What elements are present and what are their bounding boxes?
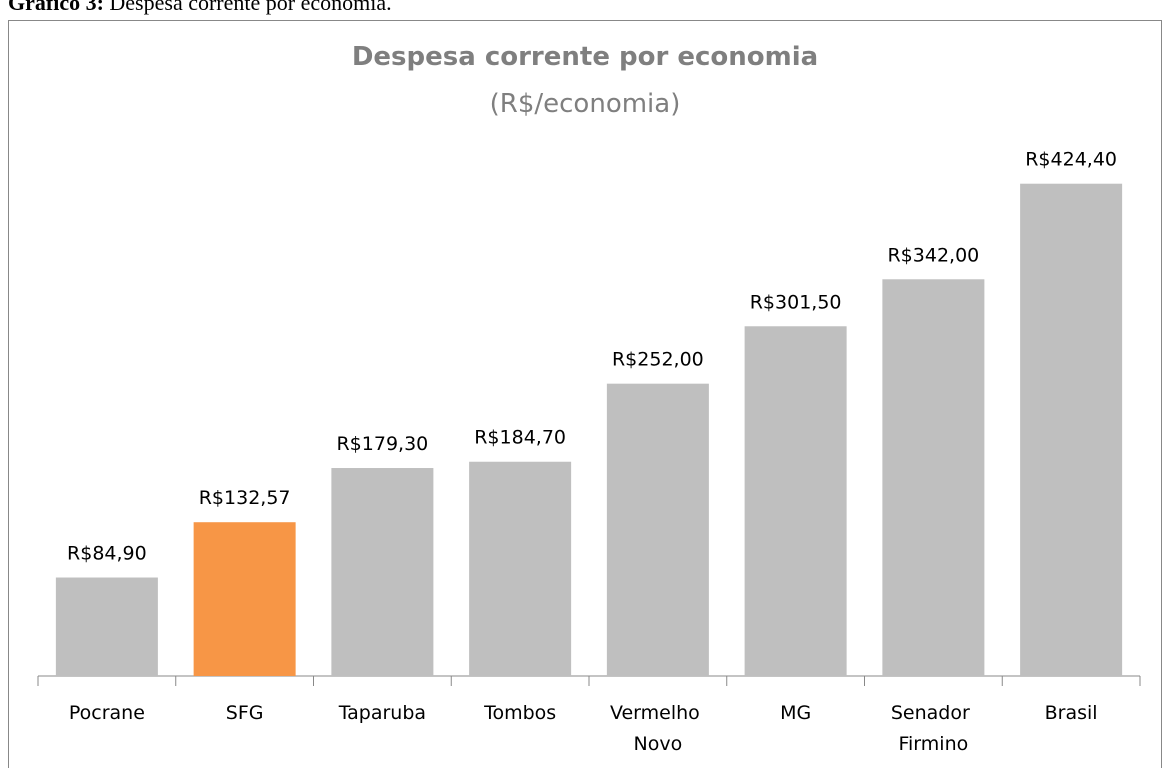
caption-label: Gráfico 3:	[8, 0, 104, 15]
value-label: R$252,00	[612, 349, 704, 371]
bar	[55, 577, 158, 676]
x-tick-label: Vermelho Novo	[610, 702, 706, 755]
x-tick-label: Brasil	[1045, 702, 1098, 724]
value-label: R$132,57	[199, 487, 291, 509]
x-tick-label: SFG	[226, 702, 264, 724]
value-label: R$342,00	[887, 244, 979, 266]
caption-text: Despesa corrente por economia.	[109, 0, 391, 15]
x-tick-label: Taparuba	[338, 702, 426, 724]
bar	[606, 383, 709, 676]
bar	[469, 461, 572, 676]
bar	[193, 522, 296, 676]
value-label: R$184,70	[474, 427, 566, 449]
chart-subtitle: (R$/economia)	[490, 89, 681, 119]
x-tick-label: Senador Firmino	[891, 702, 976, 755]
chart-title: Despesa corrente por economia	[352, 42, 818, 72]
x-tick-label: MG	[780, 702, 811, 724]
bar	[744, 326, 847, 676]
chart-border	[8, 20, 1162, 768]
bar	[1020, 183, 1123, 677]
x-tick-label: Pocrane	[69, 702, 145, 724]
value-label: R$179,30	[336, 433, 428, 455]
bar	[882, 279, 985, 676]
x-tick-label: Tombos	[483, 702, 556, 724]
value-label: R$84,90	[67, 543, 147, 565]
value-label: R$424,40	[1025, 149, 1117, 171]
bar	[331, 468, 434, 676]
value-label: R$301,50	[750, 291, 842, 313]
caption: Gráfico 3: Despesa corrente por economia…	[8, 0, 392, 15]
